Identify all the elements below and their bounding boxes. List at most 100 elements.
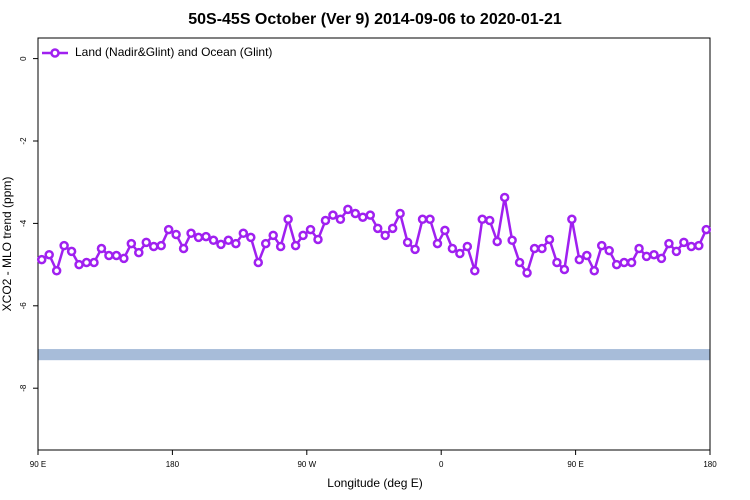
point <box>134 247 144 258</box>
point <box>679 237 689 248</box>
point <box>260 238 271 249</box>
point <box>298 230 308 241</box>
point <box>238 228 249 239</box>
x-tick-label: 0 <box>439 460 444 469</box>
point <box>417 214 428 225</box>
point <box>141 237 152 248</box>
point <box>470 266 480 276</box>
point <box>148 241 159 252</box>
point <box>111 250 122 261</box>
legend-label: Land (Nadir&Glint) and Ocean (Glint) <box>75 45 272 59</box>
point <box>51 266 62 276</box>
point <box>402 237 413 248</box>
point <box>36 254 47 265</box>
point <box>462 241 473 252</box>
y-tick-label: -8 <box>19 384 28 392</box>
point <box>574 254 585 265</box>
point <box>552 257 562 268</box>
point <box>664 238 674 249</box>
point <box>59 240 69 251</box>
x-tick-label: 180 <box>703 460 717 469</box>
x-tick-label: 180 <box>166 460 180 469</box>
point <box>320 215 331 226</box>
point <box>253 257 264 268</box>
point <box>410 244 420 255</box>
point <box>582 250 592 261</box>
band <box>38 349 710 361</box>
point <box>66 246 77 257</box>
point <box>596 240 607 251</box>
y-tick-label: -4 <box>19 219 28 227</box>
point <box>223 235 234 246</box>
point <box>626 257 637 268</box>
point <box>156 240 166 251</box>
chart-title: 50S-45S October (Ver 9) 2014-09-06 to 20… <box>188 11 562 28</box>
plot-frame <box>37 37 711 451</box>
point <box>671 246 682 257</box>
point <box>537 243 547 254</box>
point <box>81 257 92 268</box>
point <box>208 235 219 246</box>
point <box>425 214 435 225</box>
x-tick-label: 90 E <box>30 460 46 469</box>
point <box>544 234 555 245</box>
point <box>104 250 114 261</box>
y-tick-label: -6 <box>19 302 28 310</box>
point <box>201 231 211 242</box>
point <box>44 249 54 260</box>
x-tick-label: 90 W <box>297 460 316 469</box>
point <box>372 223 383 234</box>
point <box>380 230 390 241</box>
point <box>649 249 659 260</box>
y-axis-label: XCO2 - MLO trend (ppm) <box>0 177 14 312</box>
point <box>387 223 398 234</box>
point <box>477 214 488 225</box>
point <box>522 268 532 278</box>
point <box>559 264 570 275</box>
point <box>178 243 189 254</box>
point <box>432 238 443 249</box>
x-axis-label: Longitude (deg E) <box>327 476 422 490</box>
point <box>567 214 577 225</box>
point <box>126 238 137 249</box>
point <box>619 257 629 268</box>
point <box>484 215 495 226</box>
point <box>634 243 644 254</box>
point <box>350 208 361 219</box>
point <box>589 266 600 276</box>
point <box>96 243 107 254</box>
point <box>313 234 323 245</box>
point <box>275 241 286 252</box>
point <box>246 232 256 243</box>
point <box>283 214 293 225</box>
point <box>74 259 84 270</box>
point <box>193 232 204 243</box>
point <box>163 224 174 235</box>
x-tick-label: 90 E <box>567 460 583 469</box>
point <box>514 257 525 268</box>
point <box>395 208 405 219</box>
point <box>701 224 712 235</box>
point <box>335 214 346 225</box>
y-tick-label: 0 <box>19 56 28 61</box>
point <box>529 243 540 254</box>
point <box>694 240 704 251</box>
point <box>440 225 450 236</box>
point <box>305 224 316 235</box>
point <box>89 257 99 268</box>
point <box>343 204 353 215</box>
point <box>328 210 338 220</box>
point <box>268 230 278 241</box>
point <box>231 238 241 249</box>
point <box>507 235 517 246</box>
point <box>656 253 667 264</box>
point <box>365 210 376 220</box>
point <box>216 239 226 250</box>
point <box>290 240 301 251</box>
point <box>686 241 697 252</box>
point <box>447 243 458 254</box>
point <box>455 248 465 259</box>
point <box>499 192 510 203</box>
